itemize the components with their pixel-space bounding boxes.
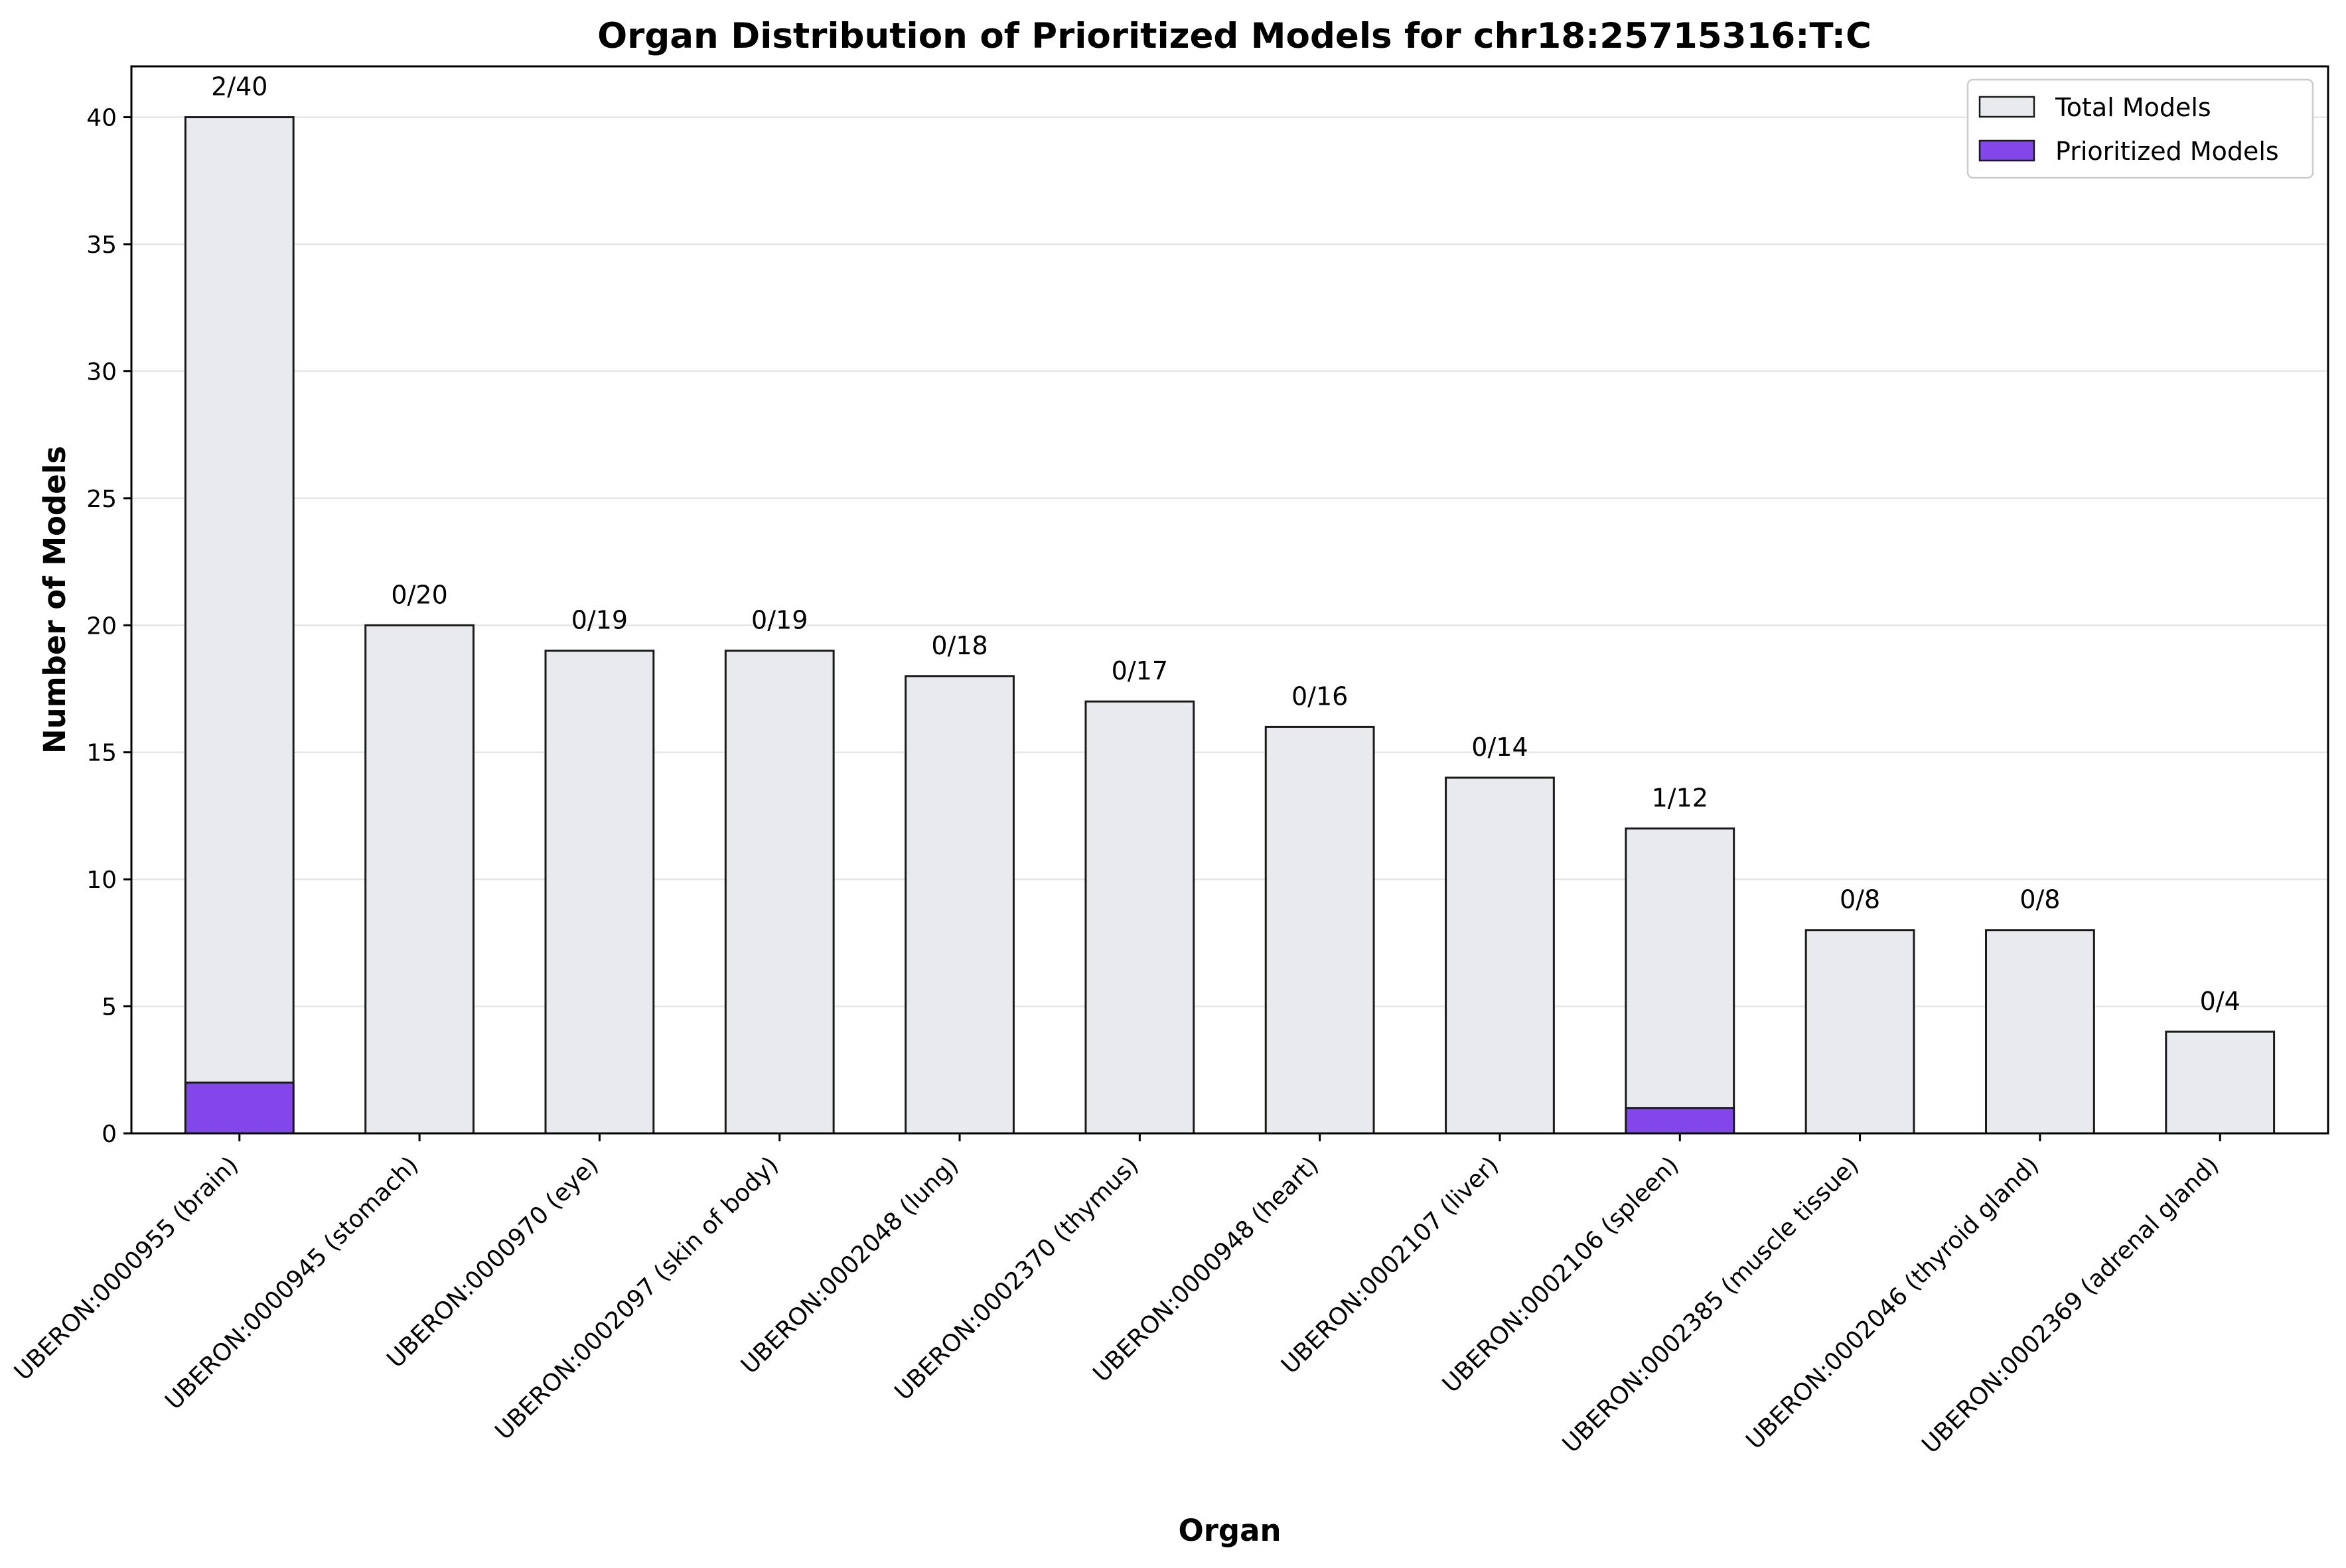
y-tick-label: 20 bbox=[86, 612, 117, 640]
bars bbox=[184, 116, 2276, 1135]
data-label: 0/19 bbox=[571, 606, 628, 635]
bar-total bbox=[1625, 827, 1735, 1135]
data-label: 0/16 bbox=[1291, 681, 1348, 711]
legend-entry: Prioritized Models bbox=[2055, 137, 2279, 166]
data-label: 0/14 bbox=[1471, 733, 1528, 762]
y-tick-label: 0 bbox=[102, 1121, 117, 1148]
chart-title: Organ Distribution of Prioritized Models… bbox=[597, 16, 1871, 56]
bar-total bbox=[1804, 929, 1915, 1135]
bar-total bbox=[184, 116, 295, 1135]
legend-box bbox=[1966, 78, 2314, 179]
plot-frame bbox=[130, 65, 2329, 1135]
y-tick-label: 25 bbox=[86, 486, 117, 513]
data-label: 0/4 bbox=[2200, 987, 2240, 1016]
y-tick-label: 15 bbox=[86, 740, 117, 767]
bar-total bbox=[1445, 776, 1555, 1135]
y-tick-label: 30 bbox=[86, 358, 117, 386]
x-axis: UBERON:0000955 (brain)UBERON:0000945 (st… bbox=[9, 1133, 2225, 1459]
bar-total bbox=[544, 650, 655, 1135]
legend-swatch bbox=[1978, 96, 2035, 118]
legend: Total Models Prioritized Models bbox=[1966, 78, 2314, 179]
data-labels: 2/40 0/20 0/19 0/19 0/18 0/17 0/16 0/14 1/12 0/8 0… bbox=[211, 72, 2240, 1016]
bar-prioritized bbox=[184, 1081, 295, 1135]
x-tick-label: UBERON:0002097 (skin of body) bbox=[490, 1151, 784, 1445]
bar-total bbox=[905, 675, 1015, 1135]
data-label: 1/12 bbox=[1652, 784, 1708, 813]
data-label: 0/8 bbox=[1840, 885, 1880, 914]
legend-swatch bbox=[1978, 139, 2035, 162]
data-label: 0/18 bbox=[931, 631, 988, 660]
data-label: 0/20 bbox=[391, 580, 447, 609]
data-label: 0/8 bbox=[2019, 885, 2060, 914]
bar-prioritized bbox=[1625, 1107, 1735, 1135]
y-tick-label: 35 bbox=[86, 232, 117, 259]
bar-total bbox=[724, 650, 835, 1135]
data-label: 0/19 bbox=[751, 606, 808, 635]
data-label: 2/40 bbox=[211, 72, 267, 102]
y-tick-label: 5 bbox=[102, 994, 117, 1021]
y-tick-label: 10 bbox=[86, 867, 117, 894]
x-axis-label: Organ bbox=[1178, 1513, 1281, 1548]
bar-total bbox=[1985, 929, 2095, 1135]
x-tick-label: UBERON:0002046 (thyroid gland) bbox=[1741, 1151, 2044, 1455]
x-tick-label: UBERON:0002048 (lung) bbox=[736, 1151, 964, 1379]
bar-total bbox=[2165, 1031, 2276, 1135]
grid-lines bbox=[131, 116, 2328, 1007]
x-tick-label: UBERON:0002369 (adrenal gland) bbox=[1917, 1151, 2224, 1459]
data-label: 0/17 bbox=[1112, 656, 1168, 685]
x-tick-label: UBERON:0002107 (liver) bbox=[1276, 1151, 1504, 1379]
legend-entry: Total Models bbox=[2055, 93, 2211, 122]
bar-total bbox=[1264, 725, 1375, 1135]
x-tick-label: UBERON:0000970 (eye) bbox=[382, 1151, 604, 1373]
y-axis-label: Number of Models bbox=[37, 446, 72, 754]
y-axis: 0 5 10 15 20 25 30 35 40 bbox=[86, 105, 131, 1148]
y-tick-label: 40 bbox=[86, 105, 117, 132]
x-tick-label: UBERON:0002385 (muscle tissue) bbox=[1558, 1151, 1864, 1458]
bar-total bbox=[364, 624, 475, 1135]
bar-total bbox=[1084, 700, 1195, 1135]
